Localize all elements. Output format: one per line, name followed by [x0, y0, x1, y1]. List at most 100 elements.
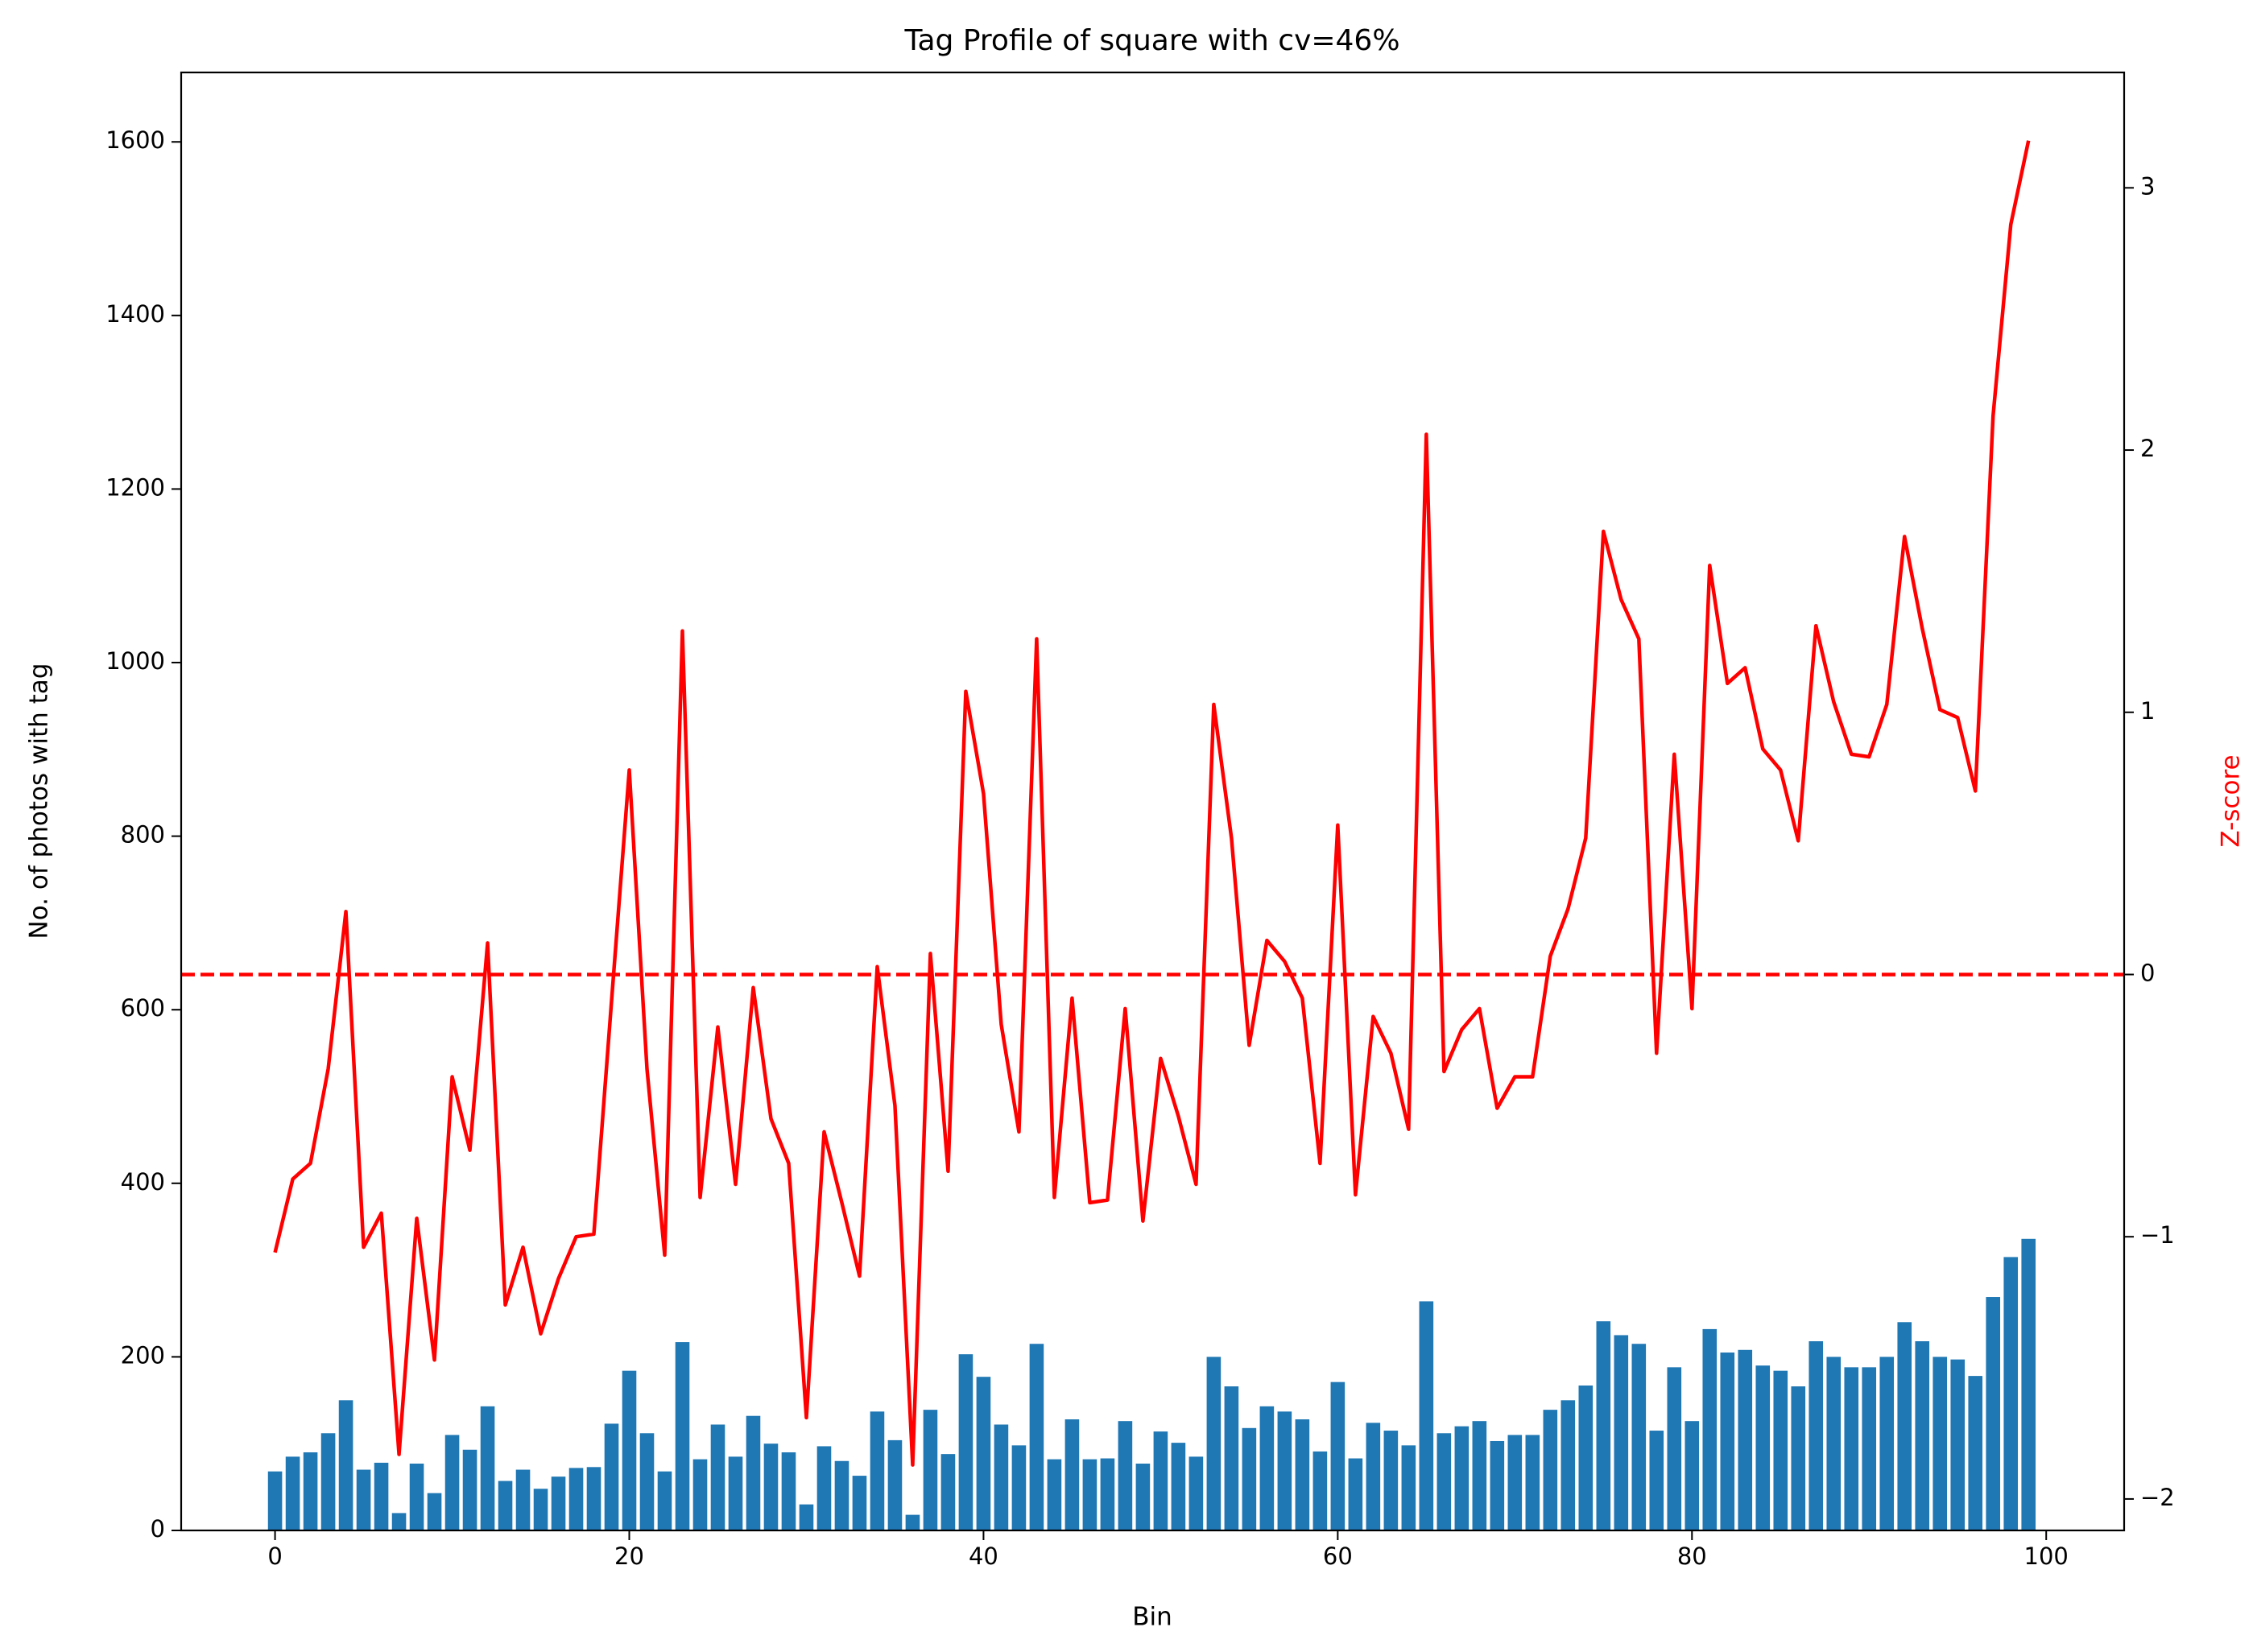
bar — [1348, 1458, 1363, 1530]
y-tick-label: 1200 — [105, 473, 165, 501]
bar — [1312, 1451, 1328, 1530]
bar — [1525, 1435, 1540, 1530]
bar — [1188, 1456, 1204, 1530]
bar — [994, 1424, 1009, 1530]
bar — [1490, 1440, 1505, 1530]
bar — [1862, 1367, 1877, 1530]
bar — [356, 1469, 371, 1530]
bar — [1915, 1341, 1930, 1530]
y-tick-label: 600 — [121, 994, 165, 1022]
y-tick-label: 1000 — [105, 647, 165, 675]
bar — [1702, 1328, 1718, 1530]
bar — [1206, 1357, 1222, 1530]
bar — [870, 1411, 885, 1530]
bar — [816, 1446, 832, 1530]
bar — [1879, 1357, 1895, 1530]
bar — [1720, 1353, 1735, 1530]
line — [273, 140, 2031, 1467]
bar — [1242, 1427, 1257, 1530]
bar — [976, 1377, 991, 1530]
bar — [1277, 1411, 1292, 1530]
bar — [1454, 1426, 1470, 1530]
bar — [374, 1462, 389, 1530]
bar — [1986, 1297, 2001, 1530]
bar — [267, 1471, 283, 1530]
bar — [1596, 1321, 1611, 1530]
x-tick-label: 0 — [267, 1543, 282, 1570]
bar — [1383, 1431, 1399, 1530]
bar — [923, 1410, 938, 1530]
bar — [781, 1452, 796, 1530]
bar — [1436, 1433, 1452, 1530]
bar — [1029, 1344, 1044, 1530]
bar — [1064, 1419, 1080, 1530]
bar — [551, 1476, 566, 1530]
bar — [763, 1443, 779, 1530]
x-tick-label: 40 — [969, 1543, 998, 1570]
bar — [746, 1415, 761, 1530]
x-tick-label: 20 — [614, 1543, 644, 1570]
y2-tick-label: −1 — [2140, 1221, 2175, 1249]
bar — [1082, 1459, 1097, 1530]
bar — [1649, 1431, 1664, 1530]
bar — [887, 1439, 903, 1530]
bar — [338, 1400, 353, 1530]
y2-tick-label: −2 — [2140, 1484, 2175, 1511]
bar — [799, 1504, 814, 1530]
bar — [498, 1481, 513, 1530]
bar — [285, 1456, 300, 1530]
bar — [1330, 1381, 1346, 1530]
x-tick-label: 100 — [2024, 1543, 2069, 1570]
bar — [1755, 1365, 1771, 1530]
bar — [1295, 1419, 1310, 1530]
bar — [1844, 1367, 1859, 1530]
x-axis-label: Bin — [1132, 1603, 1172, 1632]
bar — [1631, 1344, 1647, 1530]
bar — [1614, 1335, 1629, 1530]
bar — [1011, 1445, 1027, 1530]
bar — [958, 1354, 973, 1530]
bar — [639, 1433, 655, 1530]
bar — [586, 1467, 601, 1530]
bar — [852, 1476, 867, 1530]
bar — [515, 1469, 531, 1530]
bar — [1100, 1458, 1115, 1530]
bar — [1560, 1400, 1576, 1530]
bar — [1472, 1421, 1487, 1530]
y-tick-label: 1600 — [105, 126, 165, 154]
bar — [1667, 1367, 1682, 1530]
bar — [480, 1406, 495, 1530]
bar — [303, 1452, 318, 1530]
bar — [1950, 1359, 1966, 1530]
y2-tick-label: 2 — [2140, 435, 2155, 462]
bar — [1808, 1341, 1824, 1530]
bar — [427, 1493, 442, 1530]
bar — [409, 1463, 424, 1530]
bar — [657, 1471, 672, 1530]
bar — [1826, 1357, 1842, 1530]
bar — [2021, 1238, 2036, 1530]
bar — [1135, 1463, 1151, 1530]
bar — [604, 1423, 619, 1530]
bar — [905, 1514, 920, 1530]
bar — [1047, 1459, 1062, 1530]
bar — [1791, 1386, 1806, 1530]
y2-tick-label: 1 — [2140, 697, 2155, 725]
bar — [1933, 1357, 1948, 1530]
bar — [391, 1513, 407, 1530]
y2-axis-label: Z-score — [2217, 754, 2246, 847]
bar — [1578, 1385, 1594, 1530]
bar — [1171, 1443, 1186, 1530]
bar — [728, 1456, 743, 1530]
bar — [1897, 1322, 1912, 1530]
y2-tick-label: 3 — [2140, 172, 2155, 200]
bar — [710, 1424, 725, 1530]
bar — [568, 1468, 584, 1530]
bar — [1118, 1421, 1133, 1530]
bar — [940, 1454, 956, 1530]
bar — [622, 1370, 637, 1530]
bar — [444, 1435, 460, 1530]
bar — [1738, 1349, 1753, 1530]
bar — [1224, 1386, 1239, 1530]
